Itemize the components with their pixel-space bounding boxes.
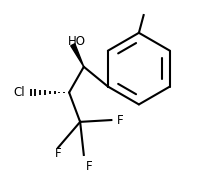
Text: HO: HO xyxy=(67,36,85,48)
Text: F: F xyxy=(86,160,93,173)
Text: F: F xyxy=(117,114,124,127)
Text: Cl: Cl xyxy=(13,86,25,99)
Polygon shape xyxy=(71,44,84,67)
Text: F: F xyxy=(55,147,62,160)
